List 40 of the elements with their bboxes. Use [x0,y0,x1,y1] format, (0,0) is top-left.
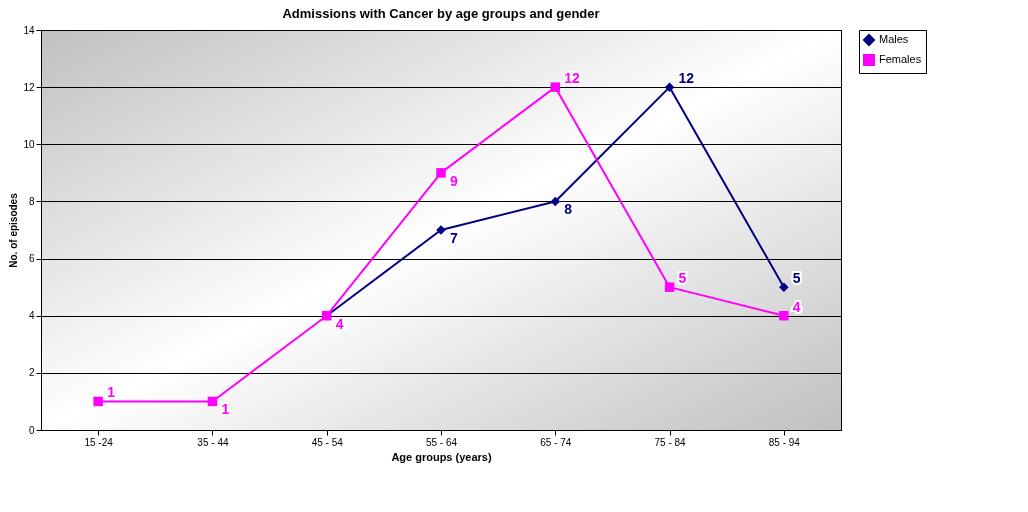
point [550,82,561,92]
y-tick-label: 10 [23,138,35,150]
x-tick-label: 55 - 64 [425,436,458,448]
x-tick-label: 85 - 94 [768,436,801,448]
data-label: 7 [450,230,458,246]
data-label: 12 [564,70,581,87]
y-axis-title: No. of episodes [8,192,20,268]
point [779,282,789,292]
x-tick-label: 75 - 84 [654,436,687,448]
x-tick-label: 15 -24 [84,436,114,448]
data-label: 4 [792,298,801,315]
x-tick-label: 45 - 54 [311,436,344,448]
y-tick-label: 14 [23,24,35,36]
legend-label: Males [879,33,909,45]
point [550,196,561,207]
data-label: 5 [792,270,801,287]
data-label: 1 [107,384,116,401]
data-label: 1 [221,401,230,418]
y-tick-label: 8 [28,195,35,207]
x-axis-title: Age groups (years) [391,450,492,463]
point [664,82,675,92]
point [93,396,103,407]
x-tick-label: 35 - 44 [197,436,229,448]
chart-title: Admissions with Cancer by age groups and gender [282,6,600,21]
point [664,282,675,292]
x-tick-label: 65 - 74 [540,436,572,448]
point [779,310,789,321]
legend-label: Females [879,53,922,65]
y-tick-label: 4 [28,310,35,322]
data-label: 12 [678,70,695,87]
data-label: 5 [678,270,687,287]
y-tick-label: 0 [28,424,35,436]
y-tick-label: 12 [23,81,35,93]
data-label: 9 [450,172,458,189]
y-tick-label: 6 [28,253,35,265]
point [436,168,446,178]
point [207,396,218,407]
data-label: 8 [564,201,573,218]
data-label: 4 [335,315,344,332]
y-tick-label: 2 [28,367,35,379]
